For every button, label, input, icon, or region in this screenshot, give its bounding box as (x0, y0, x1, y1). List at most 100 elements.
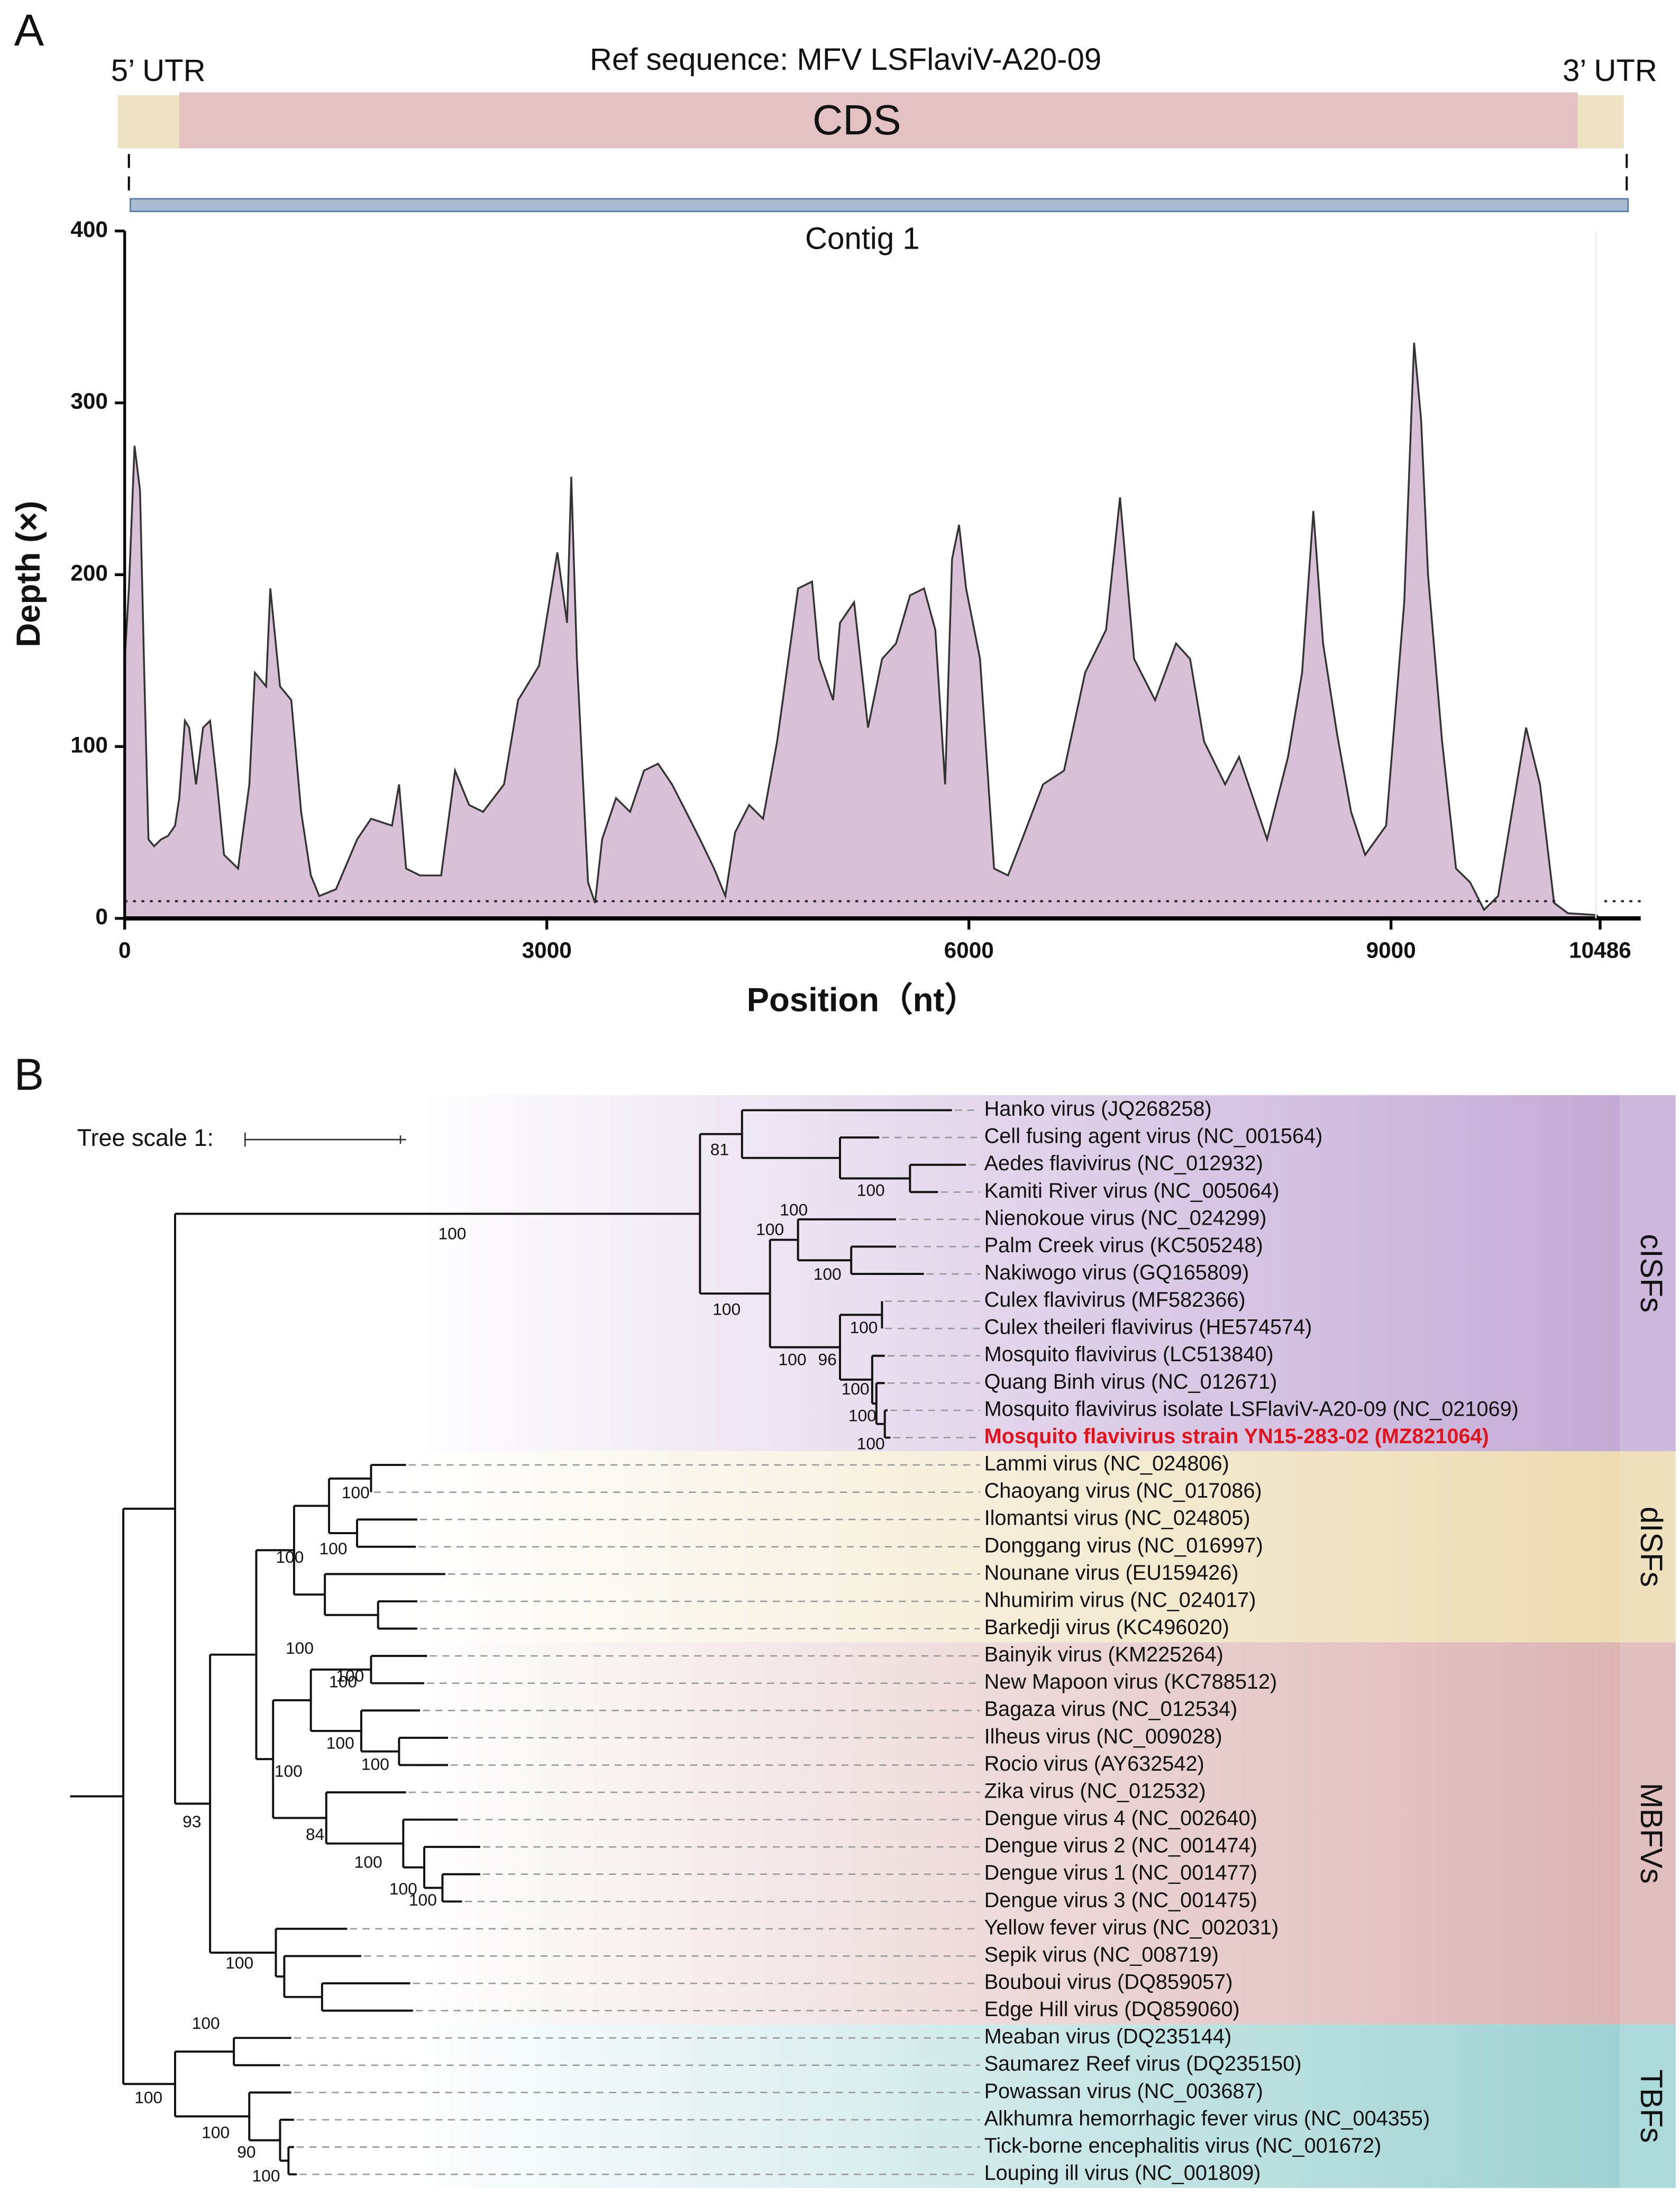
bootstrap-label: 100 (342, 1483, 370, 1502)
leaf-label: Donggang virus (NC_016997) (984, 1534, 1263, 1557)
bootstrap-label: 81 (710, 1140, 729, 1159)
x-tick-label: 3000 (522, 938, 572, 963)
bootstrap-label: 84 (306, 1825, 324, 1844)
bootstrap-label: 100 (276, 1547, 304, 1566)
y-tick-label: 300 (70, 389, 108, 414)
leaf-label: Bouboui virus (DQ859057) (984, 1971, 1233, 1994)
bootstrap-label: 100 (329, 1672, 357, 1691)
bootstrap-label: 100 (409, 1890, 437, 1909)
utr-label: 5’ UTR (111, 53, 206, 88)
leaf-label: Mosquito flavivirus (LC513840) (984, 1343, 1274, 1366)
group-label: MBFVs (1634, 1783, 1668, 1884)
bootstrap-label: 100 (275, 1762, 303, 1781)
group-label-band (1620, 1451, 1676, 1643)
leaf-label: Nounane virus (EU159426) (984, 1561, 1239, 1584)
leaf-label: Rocio virus (AY632542) (984, 1752, 1204, 1775)
bootstrap-label: 93 (182, 1812, 201, 1831)
bootstrap-label: 100 (814, 1264, 842, 1283)
bootstrap-label: 100 (336, 1666, 364, 1685)
x-tick-label: 0 (118, 938, 131, 963)
bootstrap-label: 90 (237, 2142, 255, 2161)
leaf-label: Ilheus virus (NC_009028) (984, 1725, 1222, 1748)
bootstrap-label: 100 (361, 1754, 389, 1773)
x-tick-label: 6000 (944, 938, 994, 963)
scale-label: Tree scale 1: (77, 1124, 214, 1151)
group-label-band (1620, 2024, 1676, 2188)
leaf-label: Sepik virus (NC_008719) (984, 1943, 1219, 1966)
bootstrap-label: 100 (354, 1853, 382, 1872)
leaf-label: Culex theileri flavivirus (HE574574) (984, 1316, 1312, 1339)
leaf-label: Nhumirim virus (NC_024017) (984, 1588, 1256, 1611)
group-label-band (1620, 1642, 1676, 2025)
leaf-label: Lammi virus (NC_024806) (984, 1452, 1229, 1475)
y-tick-label: 0 (95, 904, 108, 929)
group-label-band (1620, 1095, 1676, 1452)
bootstrap-label: 100 (286, 1638, 314, 1657)
leaf-label: Ilomantsi virus (NC_024805) (984, 1507, 1250, 1530)
leaf-label: Alkhumra hemorrhagic fever virus (NC_004… (984, 2107, 1430, 2130)
y-tick-label: 400 (70, 217, 108, 242)
bootstrap-label: 100 (780, 1200, 808, 1219)
cds-bar (179, 92, 1578, 149)
bootstrap-label: 100 (857, 1180, 885, 1199)
group-label: TBFs (1634, 2070, 1668, 2143)
y-tick-label: 200 (70, 561, 108, 586)
leaf-label: Dengue virus 1 (NC_001477) (984, 1861, 1257, 1884)
leaf-label: Nienokoue virus (NC_024299) (984, 1206, 1267, 1229)
group-label: cISFs (1634, 1234, 1668, 1313)
leaf-label: Louping ill virus (NC_001809) (984, 2162, 1261, 2185)
leaf-label: Cell fusing agent virus (NC_001564) (984, 1125, 1323, 1148)
bootstrap-label: 100 (319, 1539, 348, 1558)
panel-label: B (14, 1049, 44, 1099)
x-axis-title: Position（nt） (747, 982, 978, 1019)
bootstrap-label: 100 (848, 1406, 876, 1425)
utr-label: 3’ UTR (1563, 53, 1657, 88)
leaf-label: New Mapoon virus (KC788512) (984, 1670, 1277, 1693)
cds-label: CDS (812, 96, 901, 143)
chart-title: Contig 1 (805, 222, 920, 256)
group-band (406, 1642, 1620, 2025)
leaf-label: Saumarez Reef virus (DQ235150) (984, 2052, 1302, 2075)
leaf-label: Yellow fever virus (NC_002031) (984, 1916, 1279, 1939)
x-tick-label: 10486 (1569, 938, 1631, 963)
map-title: Ref sequence: MFV LSFlaviV-A20-09 (590, 42, 1101, 77)
group-label: dISFs (1634, 1507, 1668, 1587)
leaf-label: Hanko virus (JQ268258) (984, 1097, 1212, 1120)
group-band (406, 2024, 1620, 2188)
bootstrap-label: 100 (756, 1220, 784, 1239)
bootstrap-label: 100 (857, 1434, 885, 1453)
area-fill (124, 342, 1600, 919)
contig-bar (129, 198, 1629, 212)
leaf-label: Mosquito flavivirus isolate LSFlaviV-A20… (984, 1397, 1519, 1420)
leaf-label: Bainyik virus (KM225264) (984, 1643, 1224, 1666)
leaf-label: Bagaza virus (NC_012534) (984, 1698, 1238, 1721)
leaf-label: Barkedji virus (KC496020) (984, 1616, 1229, 1639)
leaf-label: Aedes flavivirus (NC_012932) (984, 1152, 1263, 1175)
bootstrap-label: 100 (389, 1879, 417, 1898)
bootstrap-label: 100 (202, 2122, 230, 2142)
bootstrap-label: 100 (842, 1379, 870, 1398)
bootstrap-label: 100 (326, 1734, 354, 1753)
leaf-label: Tick-borne encephalitis virus (NC_001672… (984, 2134, 1382, 2157)
y-axis-title: Depth (×) (10, 501, 47, 648)
group-band (406, 1095, 1620, 1452)
bootstrap-label: 100 (713, 1299, 741, 1318)
y-tick-label: 100 (70, 732, 108, 757)
bootstrap-label: 100 (438, 1224, 466, 1243)
bootstrap-label: 100 (225, 1953, 253, 1972)
leaf-label: Kamiti River virus (NC_005064) (984, 1179, 1280, 1202)
bootstrap-label: 100 (192, 2013, 220, 2033)
leaf-label: Mosquito flavivirus strain YN15-283-02 (… (984, 1425, 1489, 1448)
area-line (123, 342, 1601, 919)
bootstrap-label: 100 (134, 2088, 162, 2107)
leaf-label: Palm Creek virus (KC505248) (984, 1234, 1263, 1257)
bootstrap-label: 100 (779, 1350, 807, 1369)
bootstrap-label: 100 (850, 1318, 878, 1337)
leaf-label: Dengue virus 2 (NC_001474) (984, 1834, 1257, 1857)
leaf-label: Chaoyang virus (NC_017086) (984, 1479, 1262, 1502)
x-tick-label: 9000 (1366, 938, 1416, 963)
leaf-label: Zika virus (NC_012532) (984, 1779, 1206, 1802)
bootstrap-label: 96 (818, 1350, 837, 1369)
